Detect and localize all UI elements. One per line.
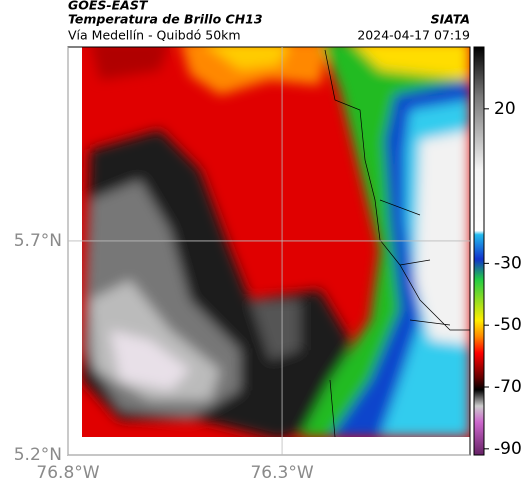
source: SIATA — [431, 12, 470, 27]
x-tick-label: 76.8°W — [36, 463, 99, 483]
colorbar-tick-label: -50 — [494, 315, 522, 335]
subtitle: Temperatura de Brillo CH13 — [68, 12, 263, 27]
colorbar-tick-label: -90 — [494, 439, 522, 459]
satellite-image — [82, 47, 470, 437]
x-tick-label: 76.3°W — [250, 463, 313, 483]
colorbar-tick-label: 20 — [494, 99, 516, 119]
datetime: 2024-04-17 07:19 — [357, 28, 470, 43]
route: Vía Medellín - Quibdó 50km — [68, 28, 241, 43]
colorbar-tick-label: -30 — [494, 253, 522, 273]
colorbar-tick-label: -70 — [494, 377, 522, 397]
map-axes: 76.8°W 76.3°W 5.2°N 5.7°N 20 -30 -50 -70 -90 — [14, 47, 522, 483]
colorbar — [473, 46, 485, 456]
y-tick-label: 5.7°N — [14, 231, 62, 251]
y-tick-label: 5.2°N — [14, 445, 62, 465]
title: GOES-EAST — [68, 0, 149, 13]
